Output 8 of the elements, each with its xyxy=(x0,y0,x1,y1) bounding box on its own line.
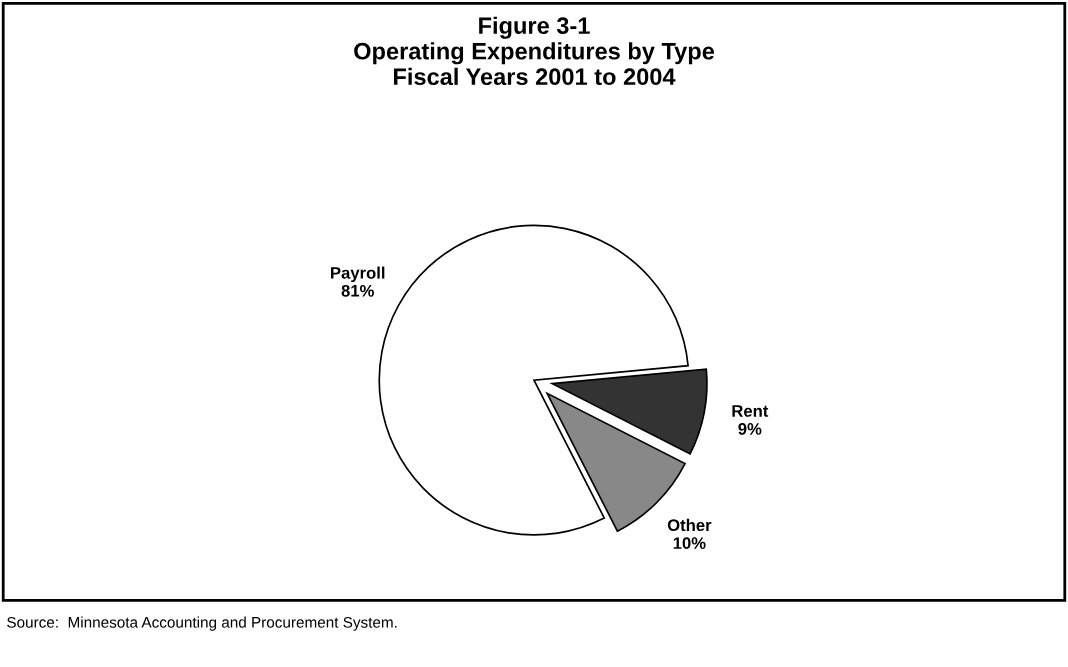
data-label: 81% xyxy=(341,284,374,297)
slice-label: Other xyxy=(667,518,712,532)
data-label: 10% xyxy=(673,537,706,550)
source-note: Source: Minnesota Accounting and Procurement System. xyxy=(7,616,397,631)
data-label: 9% xyxy=(738,423,762,435)
slice-label: Payroll xyxy=(331,266,385,283)
slice-label: Rent xyxy=(732,405,769,417)
chart-title: Figure 3-1 Operating Expenditures by Type Fiscal Years 2001 to 2004 xyxy=(354,16,715,86)
